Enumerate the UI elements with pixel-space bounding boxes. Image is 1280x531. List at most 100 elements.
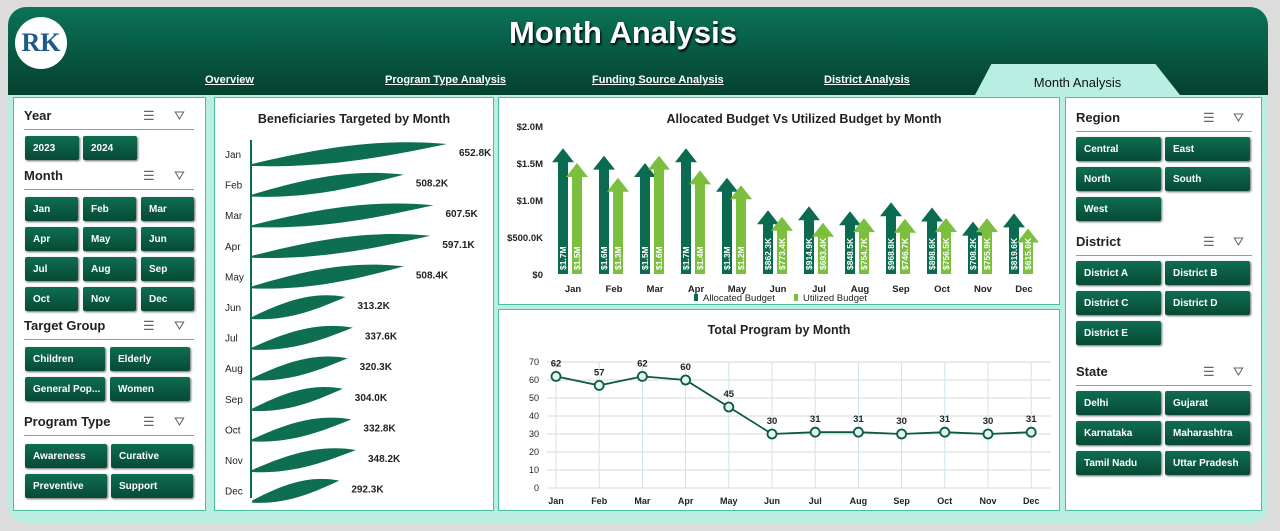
clear-filter-icon[interactable]: ⛛ xyxy=(1233,364,1244,379)
right-filter-panel: Region ☰ ⛛ Central East North South West Distric… xyxy=(1065,97,1262,511)
data-label: 652.8K xyxy=(459,148,492,159)
slicer-button-uttar-pradesh[interactable]: Uttar Pradesh xyxy=(1165,451,1250,475)
slicer-button-gujarat[interactable]: Gujarat xyxy=(1165,391,1250,415)
slicer-button-north[interactable]: North xyxy=(1076,167,1161,191)
slicer-button-feb[interactable]: Feb xyxy=(83,197,136,221)
slicer-button-jun[interactable]: Jun xyxy=(141,227,194,251)
data-label: $1.7M xyxy=(681,246,691,270)
category-label: May xyxy=(225,272,244,283)
slicer-button-mar[interactable]: Mar xyxy=(141,197,194,221)
data-label: 31 xyxy=(853,414,864,425)
y-tick-label: 50 xyxy=(529,393,539,403)
slicer-button-jan[interactable]: Jan xyxy=(25,197,78,221)
data-point xyxy=(593,380,605,391)
clear-filter-icon[interactable]: ⛛ xyxy=(174,168,185,183)
multi-select-icon[interactable]: ☰ xyxy=(143,414,155,429)
x-tick-label: Nov xyxy=(974,284,993,295)
slicer-button-curative[interactable]: Curative xyxy=(111,444,193,468)
slicer-button-dec[interactable]: Dec xyxy=(141,287,194,311)
x-tick-label: Dec xyxy=(1015,284,1032,295)
multi-select-icon[interactable]: ☰ xyxy=(143,168,155,183)
multi-select-icon[interactable]: ☰ xyxy=(143,318,155,333)
utilized-budget-arrow xyxy=(607,177,629,274)
slicer-title-year: Year xyxy=(24,108,52,123)
data-label: $848.5K xyxy=(845,237,855,270)
slicer-button-jul[interactable]: Jul xyxy=(25,257,78,281)
data-point xyxy=(680,374,692,386)
slicer-title-target-group: Target Group xyxy=(24,318,106,333)
nav-program-type-analysis[interactable]: Program Type Analysis xyxy=(385,74,507,86)
slicer-button-oct[interactable]: Oct xyxy=(25,287,78,311)
slicer-button-district-a[interactable]: District A xyxy=(1076,261,1161,285)
slicer-button-children[interactable]: Children xyxy=(25,347,105,371)
slicer-button-district-e[interactable]: District E xyxy=(1076,321,1161,345)
category-label: Nov xyxy=(225,456,243,467)
slicer-button-district-b[interactable]: District B xyxy=(1165,261,1250,285)
category-label: Sep xyxy=(225,395,243,406)
slicer-button-apr[interactable]: Apr xyxy=(25,227,78,251)
beneficiary-bar xyxy=(252,295,346,320)
slicer-button-aug[interactable]: Aug xyxy=(83,257,136,281)
slicer-button-tamil-nadu[interactable]: Tamil Nadu xyxy=(1076,451,1161,475)
data-label: $755.9K xyxy=(982,237,992,270)
clear-filter-icon[interactable]: ⛛ xyxy=(174,108,185,123)
divider xyxy=(24,435,194,436)
nav-funding-source-analysis[interactable]: Funding Source Analysis xyxy=(592,74,724,86)
slicer-button-support[interactable]: Support xyxy=(111,474,193,498)
multi-select-icon[interactable]: ☰ xyxy=(143,108,155,123)
chart-title: Total Program by Month xyxy=(707,323,851,337)
clear-filter-icon[interactable]: ⛛ xyxy=(1233,110,1244,125)
beneficiary-bar xyxy=(252,417,352,442)
slicer-button-general-pop[interactable]: General Pop... xyxy=(25,377,105,401)
slicer-button-2023[interactable]: 2023 xyxy=(25,136,79,160)
data-label: 597.1K xyxy=(442,240,475,251)
data-label: $773.4K xyxy=(777,237,787,270)
data-label: $819.6K xyxy=(1009,237,1019,270)
nav-month-analysis[interactable]: Month Analysis xyxy=(975,64,1180,95)
slicer-button-south[interactable]: South xyxy=(1165,167,1250,191)
data-label: $862.3K xyxy=(763,237,773,270)
slicer-button-may[interactable]: May xyxy=(83,227,136,251)
slicer-button-delhi[interactable]: Delhi xyxy=(1076,391,1161,415)
utilized-budget-arrow xyxy=(566,163,588,274)
clear-filter-icon[interactable]: ⛛ xyxy=(1233,234,1244,249)
category-label: Feb xyxy=(225,181,243,192)
slicer-button-district-c[interactable]: District C xyxy=(1076,291,1161,315)
allocated-budget-arrow xyxy=(634,163,656,274)
slicer-button-central[interactable]: Central xyxy=(1076,137,1161,161)
data-point xyxy=(982,428,994,440)
data-label: 31 xyxy=(810,414,821,425)
clear-filter-icon[interactable]: ⛛ xyxy=(174,318,185,333)
slicer-button-west[interactable]: West xyxy=(1076,197,1161,221)
slicer-button-elderly[interactable]: Elderly xyxy=(110,347,190,371)
slicer-button-east[interactable]: East xyxy=(1165,137,1250,161)
data-label: 508.2K xyxy=(416,179,449,190)
slicer-button-awareness[interactable]: Awareness xyxy=(25,444,107,468)
data-label: $746.7K xyxy=(900,237,910,270)
allocated-budget-arrow xyxy=(880,202,902,274)
slicer-button-women[interactable]: Women xyxy=(110,377,190,401)
data-label: $1.5M xyxy=(572,246,582,270)
category-label: Dec xyxy=(225,487,243,498)
x-tick-label: Aug xyxy=(850,496,868,506)
multi-select-icon[interactable]: ☰ xyxy=(1203,234,1215,249)
data-label: $693.4K xyxy=(818,237,828,270)
program-line xyxy=(555,375,1032,435)
slicer-button-nov[interactable]: Nov xyxy=(83,287,136,311)
y-tick-label: 40 xyxy=(529,411,539,421)
budget-chart: $0 $500.0K $1.0M $1.5M $2.0M Jan $1.7M $1.5M Feb… xyxy=(507,122,1039,304)
multi-select-icon[interactable]: ☰ xyxy=(1203,110,1215,125)
slicer-button-sep[interactable]: Sep xyxy=(141,257,194,281)
slicer-button-preventive[interactable]: Preventive xyxy=(25,474,107,498)
beneficiary-bar xyxy=(252,325,353,350)
nav-overview[interactable]: Overview xyxy=(205,74,254,86)
multi-select-icon[interactable]: ☰ xyxy=(1203,364,1215,379)
clear-filter-icon[interactable]: ⛛ xyxy=(174,414,185,429)
nav-district-analysis[interactable]: District Analysis xyxy=(824,74,910,86)
slicer-button-district-d[interactable]: District D xyxy=(1165,291,1250,315)
slicer-button-karnataka[interactable]: Karnataka xyxy=(1076,421,1161,445)
y-tick-label: $0 xyxy=(532,270,543,281)
slicer-button-2024[interactable]: 2024 xyxy=(83,136,137,160)
data-label: $754.7K xyxy=(859,237,869,270)
slicer-button-maharashtra[interactable]: Maharashtra xyxy=(1165,421,1250,445)
